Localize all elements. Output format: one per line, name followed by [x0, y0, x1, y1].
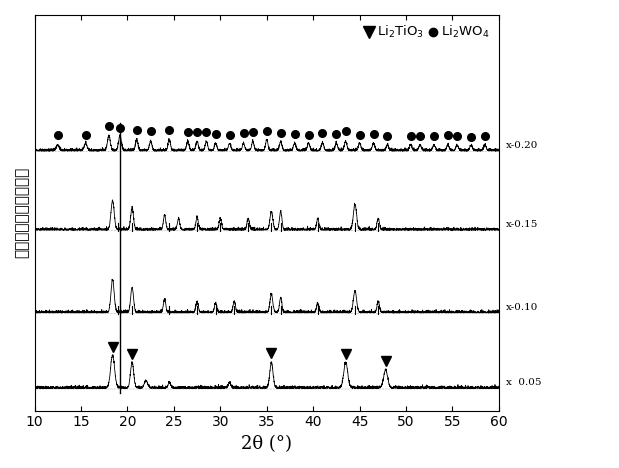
Legend: Li$_2$TiO$_3$, Li$_2$WO$_4$: Li$_2$TiO$_3$, Li$_2$WO$_4$ — [359, 19, 495, 45]
X-axis label: 2θ (°): 2θ (°) — [241, 435, 292, 453]
Text: x-0.15: x-0.15 — [506, 220, 539, 229]
Text: x-0.10: x-0.10 — [506, 303, 539, 312]
Text: x  0.05: x 0.05 — [506, 378, 542, 387]
Y-axis label: 相对强度（任意单位）: 相对强度（任意单位） — [15, 167, 29, 258]
Text: x-0.20: x-0.20 — [506, 141, 539, 150]
